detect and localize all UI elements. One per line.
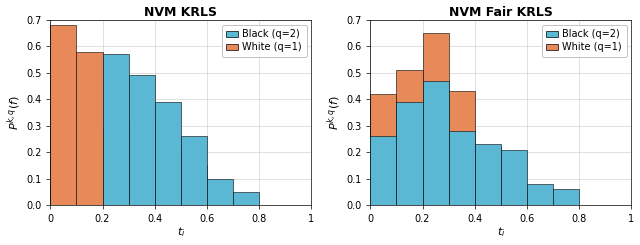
Bar bbox=[181, 165, 207, 205]
Y-axis label: $P^{k,q}(f)$: $P^{k,q}(f)$ bbox=[326, 95, 343, 130]
Bar bbox=[102, 54, 129, 205]
Bar bbox=[51, 25, 76, 205]
Bar bbox=[371, 136, 396, 205]
Bar bbox=[102, 128, 129, 205]
Legend: Black (q=2), White (q=1): Black (q=2), White (q=1) bbox=[221, 24, 307, 57]
Bar bbox=[449, 131, 475, 205]
Bar bbox=[155, 102, 181, 205]
Bar bbox=[553, 189, 579, 205]
Legend: Black (q=2), White (q=1): Black (q=2), White (q=1) bbox=[541, 24, 627, 57]
X-axis label: $t_i$: $t_i$ bbox=[497, 226, 505, 239]
Bar bbox=[76, 51, 102, 205]
Bar bbox=[475, 147, 501, 205]
Bar bbox=[371, 94, 396, 205]
Bar bbox=[233, 192, 259, 205]
Title: NVM KRLS: NVM KRLS bbox=[145, 6, 218, 19]
Bar bbox=[501, 150, 527, 205]
Bar bbox=[449, 91, 475, 205]
Bar bbox=[155, 147, 181, 205]
Bar bbox=[422, 33, 449, 205]
Bar bbox=[129, 121, 155, 205]
Bar bbox=[475, 144, 501, 205]
Title: NVM Fair KRLS: NVM Fair KRLS bbox=[449, 6, 553, 19]
Bar bbox=[396, 102, 422, 205]
Y-axis label: $P^{k,q}(f)$: $P^{k,q}(f)$ bbox=[6, 95, 23, 130]
Bar bbox=[181, 136, 207, 205]
Bar bbox=[527, 184, 553, 205]
Bar bbox=[207, 179, 233, 205]
Bar bbox=[422, 81, 449, 205]
Bar bbox=[501, 192, 527, 205]
Bar bbox=[129, 75, 155, 205]
Bar bbox=[396, 70, 422, 205]
X-axis label: $t_i$: $t_i$ bbox=[177, 226, 185, 239]
